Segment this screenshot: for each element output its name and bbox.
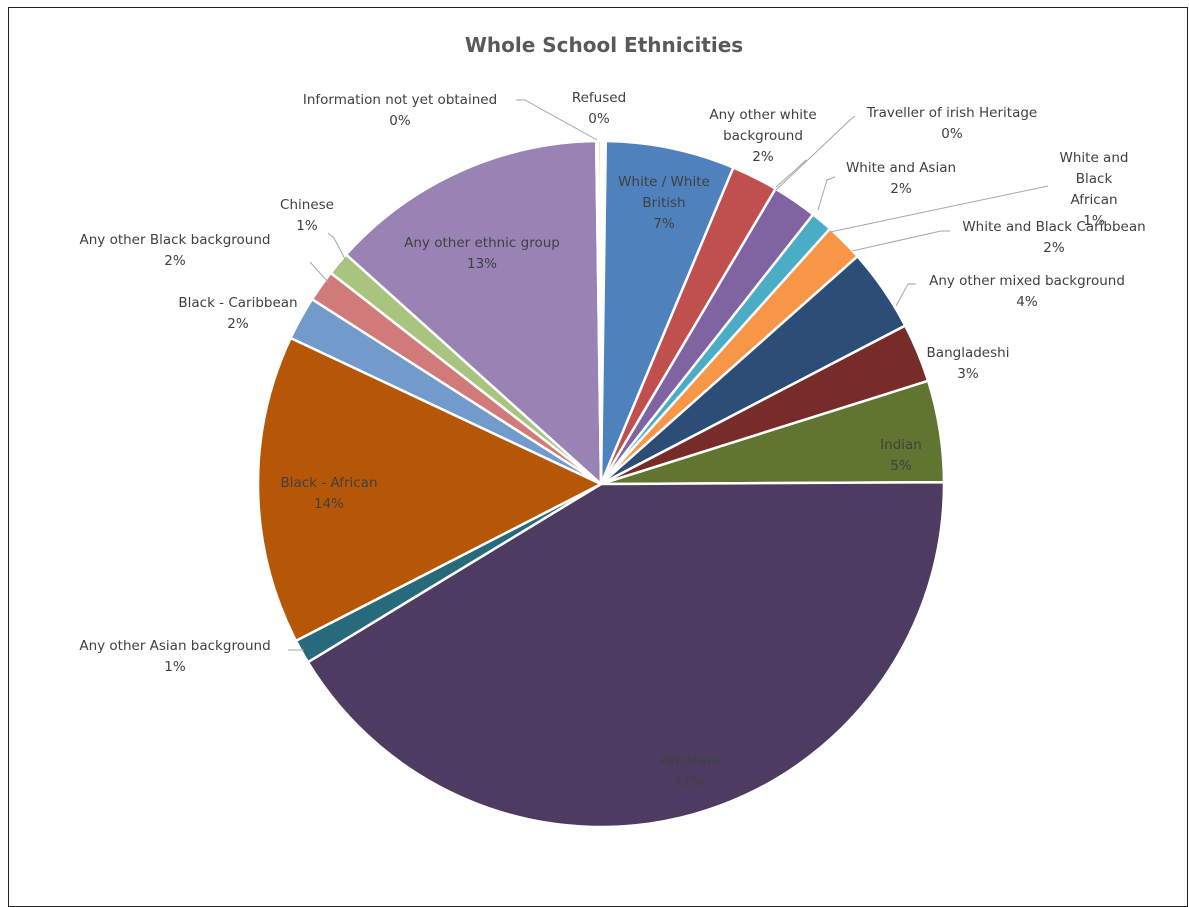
data-label-chinese: Chinese 1% [280, 197, 334, 234]
leader-line-traveller-of-irish-heritage [775, 115, 856, 191]
pie-slices [256, 139, 946, 829]
leader-line-white-and-black-caribbean [851, 230, 950, 252]
data-label-traveller-of-irish-heritage: Traveller of irish Heritage 0% [866, 105, 1037, 142]
data-label-pakistani: Pakistani 41% [659, 753, 719, 790]
data-label-any-other-black-background: Any other Black background 2% [80, 232, 271, 269]
data-label-any-other-asian-background: Any other Asian background 1% [79, 638, 270, 675]
leader-line-information-not-yet-obtained [516, 99, 598, 141]
data-label-any-other-white-background: Any other white background 2% [709, 107, 816, 165]
slice-white-white-british [599, 139, 735, 486]
data-label-any-other-ethnic-group: Any other ethnic group 13% [404, 235, 560, 272]
data-label-indian: Indian 5% [880, 437, 922, 474]
data-labels: White / White British 7% Any other white bac… [79, 90, 1145, 790]
slice-refused [596, 139, 603, 486]
slice-pakistani [306, 480, 946, 829]
data-label-bangladeshi: Bangladeshi 3% [927, 345, 1010, 382]
data-label-white-white-british: White / White British 7% [618, 174, 710, 232]
data-label-information-not-yet-obtained: Information not yet obtained 0% [303, 92, 497, 129]
slice-any-other-ethnic-group [344, 139, 603, 486]
leader-line-chinese [327, 232, 347, 262]
data-label-white-and-black-caribbean: White and Black Caribbean 2% [962, 219, 1145, 256]
leader-line-any-other-black-background [309, 261, 330, 284]
data-label-black-african: Black - African 14% [280, 475, 377, 512]
leader-line-white-and-asian [817, 176, 836, 211]
data-label-black-caribbean: Black - Caribbean 2% [178, 295, 297, 332]
data-label-any-other-mixed-background: Any other mixed background 4% [929, 273, 1125, 310]
data-label-refused: Refused 0% [572, 90, 626, 127]
chart-title: Whole School Ethnicities [465, 33, 743, 57]
leader-line-any-other-white-background [775, 159, 807, 188]
data-label-white-and-asian: White and Asian 2% [846, 160, 956, 197]
slice-black-african [256, 336, 603, 643]
leader-lines [288, 99, 1049, 651]
leader-line-white-and-black-african [829, 185, 1049, 233]
leader-line-any-other-mixed-background [895, 283, 916, 307]
data-label-white-and-black-african: White and Black African 1% [1060, 150, 1129, 229]
